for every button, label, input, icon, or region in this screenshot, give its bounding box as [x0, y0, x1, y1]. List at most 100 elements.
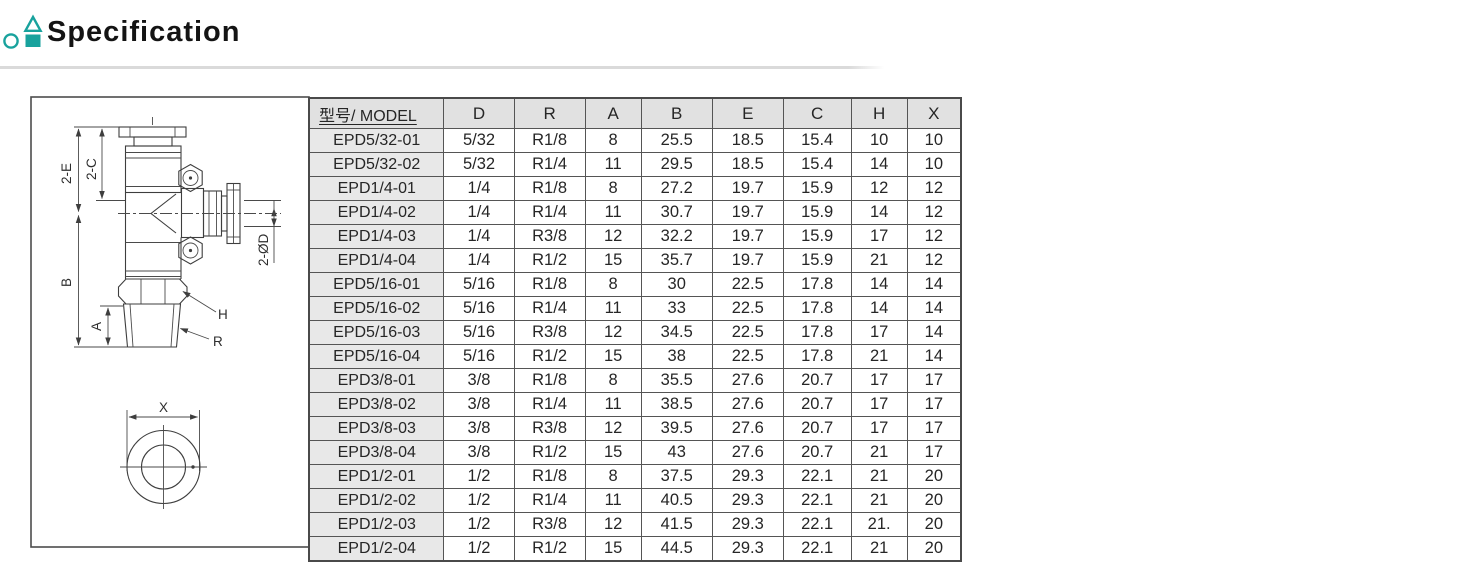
table-row: EPD1/2-04 1/2 R1/2 15 44.5 29.3 22.1 21 20 — [308, 536, 962, 562]
table-row: EPD1/4-01 1/4 R1/8 8 27.2 19.7 15.9 12 12 — [308, 176, 962, 201]
value-cell: R1/2 — [513, 248, 586, 273]
value-cell: 1/4 — [443, 248, 515, 273]
value-cell: 21 — [850, 464, 908, 489]
value-cell: R1/4 — [513, 296, 586, 321]
model-cell: EPD5/32-02 — [308, 152, 445, 177]
value-cell: 39.5 — [640, 416, 713, 441]
value-cell: 22.1 — [782, 536, 852, 562]
value-cell: R1/2 — [513, 344, 586, 369]
value-cell: 29.3 — [711, 512, 784, 537]
value-cell: 17 — [850, 224, 908, 249]
lower-hex-bolt — [178, 236, 203, 265]
value-cell: 33 — [640, 296, 713, 321]
dim-label-h: H — [218, 307, 228, 322]
value-cell: 44.5 — [640, 536, 713, 562]
value-cell: 22.1 — [782, 464, 852, 489]
value-cell: 20 — [906, 536, 962, 562]
header-row: 型号/ MODEL D R A B E C H X — [308, 97, 962, 129]
value-cell: 43 — [640, 440, 713, 465]
dimension-lines: 2-E 2-C B A 2-ØD H R — [59, 126, 281, 349]
model-cell: EPD5/32-01 — [308, 128, 445, 153]
value-cell: 35.7 — [640, 248, 713, 273]
value-cell: 5/16 — [443, 320, 515, 345]
value-cell: 21 — [850, 440, 908, 465]
value-cell: 30.7 — [640, 200, 713, 225]
table-row: EPD1/4-02 1/4 R1/4 11 30.7 19.7 15.9 14 12 — [308, 200, 962, 225]
value-cell: 3/8 — [443, 392, 515, 417]
dim-label-b: B — [59, 278, 74, 287]
dim-label-a: A — [89, 322, 104, 331]
model-cell: EPD5/16-03 — [308, 320, 445, 345]
value-cell: 21 — [850, 248, 908, 273]
value-cell: 18.5 — [711, 128, 784, 153]
value-cell: 14 — [850, 200, 908, 225]
specification-section-icon — [3, 14, 43, 49]
value-cell: 27.6 — [711, 392, 784, 417]
table-row: EPD3/8-03 3/8 R3/8 12 39.5 27.6 20.7 17 17 — [308, 416, 962, 441]
value-cell: 5/32 — [443, 128, 515, 153]
value-cell: 17.8 — [782, 320, 852, 345]
value-cell: 11 — [584, 392, 642, 417]
value-cell: R3/8 — [513, 320, 586, 345]
column-header: X — [906, 97, 962, 129]
value-cell: 15.4 — [782, 128, 852, 153]
value-cell: 11 — [584, 200, 642, 225]
value-cell: 17.8 — [782, 344, 852, 369]
value-cell: R1/8 — [513, 464, 586, 489]
value-cell: 18.5 — [711, 152, 784, 177]
value-cell: R1/8 — [513, 368, 586, 393]
value-cell: 17 — [906, 416, 962, 441]
value-cell: 40.5 — [640, 488, 713, 513]
value-cell: 1/2 — [443, 464, 515, 489]
column-header: B — [640, 97, 713, 129]
table-row: EPD3/8-02 3/8 R1/4 11 38.5 27.6 20.7 17 17 — [308, 392, 962, 417]
value-cell: 32.2 — [640, 224, 713, 249]
value-cell: R3/8 — [513, 224, 586, 249]
page-title: Specification — [47, 16, 241, 48]
value-cell: 21 — [850, 488, 908, 513]
value-cell: 5/32 — [443, 152, 515, 177]
dim-label-2od: 2-ØD — [256, 233, 271, 266]
column-header: C — [782, 97, 852, 129]
value-cell: 1/4 — [443, 224, 515, 249]
value-cell: 11 — [584, 296, 642, 321]
value-cell: 21 — [850, 536, 908, 562]
value-cell: 27.2 — [640, 176, 713, 201]
value-cell: 27.6 — [711, 440, 784, 465]
value-cell: 14 — [850, 272, 908, 297]
value-cell: 15.9 — [782, 176, 852, 201]
value-cell: 12 — [906, 200, 962, 225]
value-cell: 10 — [906, 152, 962, 177]
value-cell: 38 — [640, 344, 713, 369]
value-cell: 34.5 — [640, 320, 713, 345]
upper-hex-bolt — [178, 163, 203, 193]
table-row: EPD5/16-01 5/16 R1/8 8 30 22.5 17.8 14 14 — [308, 272, 962, 297]
table-row: EPD1/2-03 1/2 R3/8 12 41.5 29.3 22.1 21. 20 — [308, 512, 962, 537]
value-cell: 35.5 — [640, 368, 713, 393]
column-header: A — [584, 97, 642, 129]
value-cell: 1/4 — [443, 176, 515, 201]
value-cell: R1/8 — [513, 128, 586, 153]
value-cell: 3/8 — [443, 416, 515, 441]
value-cell: 22.1 — [782, 512, 852, 537]
value-cell: 17 — [906, 368, 962, 393]
value-cell: 14 — [906, 272, 962, 297]
value-cell: 22.5 — [711, 296, 784, 321]
value-cell: 22.1 — [782, 488, 852, 513]
model-cell: EPD1/2-01 — [308, 464, 445, 489]
model-cell: EPD1/2-03 — [308, 512, 445, 537]
value-cell: 29.3 — [711, 536, 784, 562]
model-cell: EPD3/8-04 — [308, 440, 445, 465]
value-cell: 15 — [584, 344, 642, 369]
value-cell: 17 — [850, 416, 908, 441]
value-cell: 22.5 — [711, 344, 784, 369]
value-cell: 37.5 — [640, 464, 713, 489]
value-cell: 1/2 — [443, 536, 515, 562]
value-cell: 29.3 — [711, 488, 784, 513]
value-cell: 12 — [906, 224, 962, 249]
value-cell: 29.3 — [711, 464, 784, 489]
value-cell: R1/8 — [513, 176, 586, 201]
value-cell: 12 — [584, 320, 642, 345]
dim-label-r: R — [213, 334, 223, 349]
